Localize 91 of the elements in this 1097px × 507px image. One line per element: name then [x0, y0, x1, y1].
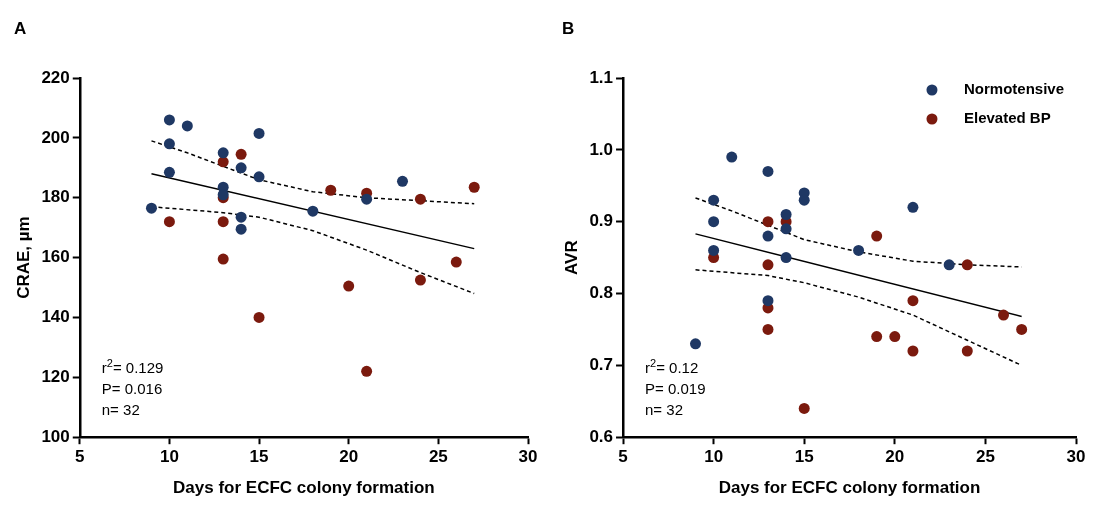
- point: [163, 216, 175, 228]
- y-tick-label: 1.0: [589, 139, 614, 159]
- point: [780, 252, 792, 264]
- y-tick-label: 0.7: [589, 355, 614, 375]
- x-axis-title: Days for ECFC colony formation: [718, 478, 981, 498]
- point: [450, 256, 462, 268]
- point: [361, 365, 373, 377]
- point: [853, 244, 865, 256]
- point: [998, 309, 1010, 321]
- point: [163, 138, 175, 150]
- x-axis-title: Days for ECFC colony formation: [173, 478, 435, 498]
- point: [871, 230, 883, 242]
- point: [181, 120, 193, 132]
- point: [708, 216, 720, 228]
- point: [361, 193, 373, 205]
- y-tick-label: 0.6: [589, 426, 614, 446]
- annotation: P= 0.019: [645, 380, 706, 398]
- point: [235, 223, 247, 235]
- point: [253, 127, 265, 139]
- point: [943, 259, 955, 271]
- point: [907, 201, 919, 213]
- x-tick-label: 30: [518, 447, 538, 467]
- point: [961, 345, 973, 357]
- x-tick-label: 5: [618, 447, 628, 467]
- x-tick-label: 25: [428, 447, 448, 467]
- point: [690, 338, 702, 350]
- point: [961, 259, 973, 271]
- x-tick-label: 20: [885, 447, 905, 467]
- y-axis-title: CRAE, µm: [13, 216, 33, 299]
- point: [145, 202, 157, 214]
- point: [396, 175, 408, 187]
- chart-title: B: [562, 19, 575, 38]
- point: [708, 244, 720, 256]
- x-tick-label: 5: [75, 447, 85, 467]
- y-tick-label: 180: [41, 187, 70, 207]
- point: [762, 216, 774, 228]
- point: [414, 274, 426, 286]
- point: [163, 114, 175, 126]
- point: [726, 151, 738, 163]
- point: [163, 166, 175, 178]
- y-tick-label: 220: [41, 67, 70, 87]
- point: [762, 323, 774, 335]
- point: [762, 165, 774, 177]
- x-tick-label: 20: [339, 447, 359, 467]
- point: [343, 280, 355, 292]
- chart-title: A: [14, 19, 27, 38]
- point: [468, 181, 480, 193]
- point: [798, 402, 810, 414]
- point: [414, 193, 426, 205]
- point: [907, 295, 919, 307]
- y-tick-label: 100: [41, 426, 70, 446]
- point: [907, 345, 919, 357]
- annotation: n= 32: [645, 401, 683, 419]
- x-tick-label: 30: [1066, 447, 1086, 467]
- point: [235, 162, 247, 174]
- point: [325, 184, 337, 196]
- point: [871, 331, 883, 343]
- x-tick-label: 25: [975, 447, 995, 467]
- point: [217, 147, 229, 159]
- point: [253, 311, 265, 323]
- line-series: [150, 140, 475, 205]
- point: [889, 331, 901, 343]
- point: [780, 209, 792, 220]
- point: [217, 216, 229, 228]
- point: [708, 194, 720, 206]
- point: [1016, 323, 1028, 335]
- y-tick-label: 1.1: [589, 67, 614, 87]
- legend-label: Elevated BP: [963, 109, 1051, 127]
- point: [762, 230, 774, 242]
- y-tick-label: 160: [41, 247, 70, 267]
- point: [235, 211, 247, 223]
- point: [762, 259, 774, 271]
- y-tick-label: 0.9: [589, 211, 614, 231]
- point: [217, 253, 229, 265]
- y-tick-label: 0.8: [589, 283, 614, 303]
- point: [307, 205, 319, 217]
- legend-label: Normotensive: [963, 80, 1064, 98]
- y-tick-label: 140: [41, 307, 70, 327]
- x-tick-label: 15: [249, 447, 269, 467]
- y-tick-label: 200: [41, 127, 70, 147]
- y-tick-label: 120: [41, 367, 70, 387]
- point: [780, 223, 792, 235]
- point: [253, 171, 265, 183]
- annotation: n= 32: [101, 401, 140, 419]
- x-tick-label: 15: [794, 447, 814, 467]
- annotation: P= 0.016: [101, 380, 163, 398]
- point: [235, 148, 247, 160]
- y-axis-title: AVR: [561, 240, 581, 275]
- point: [762, 295, 774, 307]
- x-tick-label: 10: [159, 447, 179, 467]
- x-tick-label: 10: [704, 447, 724, 467]
